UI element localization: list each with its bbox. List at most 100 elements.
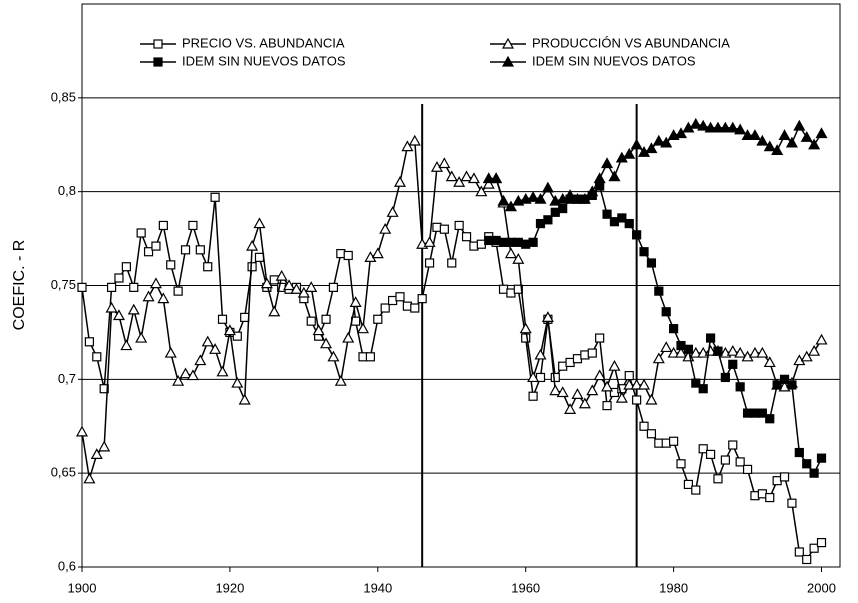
point xyxy=(240,312,250,323)
point xyxy=(127,303,140,315)
y-tick-label: 0,7 xyxy=(58,371,76,386)
point xyxy=(482,172,495,184)
point xyxy=(305,281,318,292)
point xyxy=(564,403,577,414)
point xyxy=(521,333,531,343)
legend-marker xyxy=(501,55,515,67)
point xyxy=(143,247,154,257)
point xyxy=(794,547,804,557)
point xyxy=(778,129,791,140)
point xyxy=(624,218,634,229)
point xyxy=(630,138,643,150)
x-tick-label: 1960 xyxy=(511,580,540,595)
point xyxy=(602,401,612,411)
point xyxy=(689,117,702,129)
point xyxy=(232,331,242,341)
point xyxy=(461,232,472,242)
point xyxy=(423,236,436,247)
point xyxy=(667,346,680,358)
legend-label: PRODUCCIÓN VS ABUNDANCIA xyxy=(532,35,730,50)
point xyxy=(216,365,229,377)
point xyxy=(482,177,495,189)
y-tick-label: 0,6 xyxy=(58,558,76,573)
point xyxy=(601,157,614,169)
point xyxy=(195,245,205,255)
point xyxy=(475,185,488,197)
point xyxy=(365,352,376,362)
point xyxy=(106,282,117,292)
point xyxy=(728,440,738,450)
point xyxy=(556,386,569,398)
point xyxy=(75,425,89,437)
point xyxy=(312,324,325,336)
point xyxy=(105,301,118,313)
point xyxy=(756,346,769,358)
point xyxy=(808,344,821,356)
point xyxy=(90,448,103,459)
point xyxy=(209,343,222,354)
point xyxy=(726,344,739,356)
point xyxy=(528,391,538,401)
point xyxy=(608,170,621,182)
point xyxy=(188,220,198,231)
point xyxy=(92,352,102,362)
point xyxy=(765,414,775,424)
point xyxy=(112,309,125,321)
legend-marker xyxy=(153,39,163,49)
point xyxy=(99,384,109,394)
point xyxy=(808,138,821,150)
point xyxy=(328,282,339,292)
point xyxy=(320,337,333,349)
point xyxy=(217,314,228,324)
point xyxy=(114,273,124,283)
point xyxy=(698,384,708,394)
point xyxy=(711,121,725,133)
point xyxy=(283,279,296,291)
point xyxy=(424,258,435,268)
point xyxy=(639,421,649,431)
point xyxy=(785,136,798,148)
point xyxy=(816,538,827,548)
point xyxy=(794,447,804,458)
point xyxy=(645,142,658,154)
point xyxy=(327,350,340,362)
point xyxy=(417,294,427,304)
point xyxy=(158,220,168,231)
point xyxy=(704,121,717,133)
point xyxy=(395,292,405,302)
point xyxy=(135,331,148,343)
point xyxy=(84,337,94,347)
point xyxy=(186,369,199,381)
point xyxy=(623,378,636,390)
point xyxy=(772,380,782,390)
point xyxy=(632,230,642,240)
point xyxy=(268,305,281,317)
point xyxy=(246,239,259,251)
point xyxy=(571,388,584,399)
point xyxy=(735,457,745,467)
point xyxy=(349,296,362,307)
x-tick-label: 2000 xyxy=(807,580,836,595)
point xyxy=(260,277,273,289)
point xyxy=(564,189,577,201)
point xyxy=(166,260,176,270)
point xyxy=(763,356,776,368)
point xyxy=(638,378,651,390)
point xyxy=(179,367,192,379)
point xyxy=(742,464,753,475)
point xyxy=(771,144,784,155)
point xyxy=(593,172,606,184)
point xyxy=(120,339,133,351)
point xyxy=(504,200,517,212)
point xyxy=(321,314,331,324)
point xyxy=(741,129,754,140)
point xyxy=(373,314,383,324)
point xyxy=(253,217,266,229)
point xyxy=(379,222,392,234)
point xyxy=(558,203,568,214)
point xyxy=(164,346,177,358)
point xyxy=(393,176,407,187)
point xyxy=(713,346,723,356)
point xyxy=(669,324,679,334)
